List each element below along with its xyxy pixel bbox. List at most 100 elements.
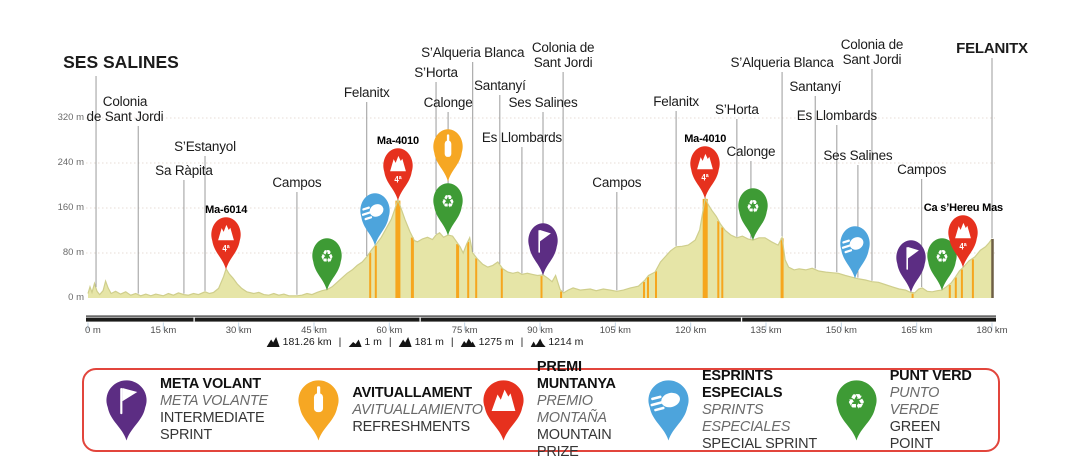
legend-label-spanish: AVITUALLAMIENTO xyxy=(352,401,483,418)
climb-stripe xyxy=(911,293,914,298)
climb-stripe xyxy=(780,238,784,299)
comet-pin-icon xyxy=(648,379,689,440)
x-axis-label: 30 km xyxy=(225,325,252,336)
climb-stripe xyxy=(647,277,649,298)
climb-stripe xyxy=(456,244,460,298)
climb-stripe xyxy=(540,276,543,298)
stat-value: 181.26 km xyxy=(282,336,332,348)
town-label: Campos xyxy=(272,175,322,190)
climb-label: Ma-6014 xyxy=(205,203,248,216)
stat-min-elevation: 1 m xyxy=(348,336,382,348)
x-axis-label: 0 m xyxy=(85,325,101,336)
x-axis-label: 150 km xyxy=(825,325,857,336)
climb-stripe xyxy=(971,259,974,299)
town-label: S’Horta xyxy=(414,65,458,80)
stat-total-ascent: 1275 m xyxy=(460,336,514,348)
refreshments-pin xyxy=(433,129,463,182)
svg-text:4ª: 4ª xyxy=(394,173,402,184)
town-label: Campos xyxy=(592,175,642,190)
legend-label-catalan: META VOLANT xyxy=(160,376,261,392)
axis-topline xyxy=(86,315,996,317)
axis-bar xyxy=(86,317,996,322)
y-axis-tick: 160 m xyxy=(57,202,84,213)
legend-label-catalan: AVITUALLAMENT xyxy=(352,384,472,401)
town-label: S’Estanyol xyxy=(174,139,236,154)
climb-stripe xyxy=(717,221,720,298)
x-axis-label: 180 km xyxy=(976,325,1008,336)
intermediate-sprint-pin xyxy=(895,240,926,293)
legend-label-english: MOUNTAIN PRIZE xyxy=(536,427,612,460)
x-axis-label: 165 km xyxy=(901,325,933,336)
stat-distance: 181.26 km xyxy=(266,336,332,348)
intermediate-sprint-pin xyxy=(528,223,558,276)
mountain-icon xyxy=(348,339,362,347)
stat-separator: | xyxy=(388,336,392,348)
climb-stripe xyxy=(721,227,724,298)
y-axis-tick: 0 m xyxy=(68,292,84,303)
legend-label-catalan: PREMI MUNTANYA xyxy=(536,359,616,392)
town-label: Calonge xyxy=(726,144,776,159)
svg-text:4ª: 4ª xyxy=(702,172,710,183)
town-label: Felanitx xyxy=(343,85,390,100)
bottle-pin-icon xyxy=(298,379,339,440)
stat-value: 181 m xyxy=(414,336,444,348)
route-stats: 181.26 km | 1 m | 181 m | 1275 m | 1214 … xyxy=(266,336,583,348)
climb-stripe xyxy=(655,271,657,298)
stat-total-descent: 1214 m xyxy=(530,336,583,348)
climb-stripe xyxy=(948,285,951,298)
comet-pin-icon xyxy=(648,379,689,441)
town-label: Colonia de Sant Jordi xyxy=(531,40,595,70)
stat-value: 1 m xyxy=(364,336,382,348)
legend-label-spanish: PUNTO VERDE xyxy=(889,384,940,418)
climb-stripe xyxy=(369,252,372,298)
special-sprint-pin xyxy=(840,226,871,279)
x-axis-label: 90 km xyxy=(527,325,553,336)
legend-label-catalan: PUNT VERD xyxy=(889,367,972,384)
x-axis-label: 45 km xyxy=(301,325,327,336)
green-point-pin: ♻︎ xyxy=(433,183,463,236)
stat-separator: | xyxy=(338,336,342,348)
flag-pin-icon xyxy=(106,379,147,440)
legend-label-english: SPECIAL SPRINT xyxy=(701,435,818,452)
legend-label-catalan: ESPRINTS ESPECIALS xyxy=(701,367,783,401)
legend-item-mountain-prize: PREMI MUNTANYA PREMIO MONTAÑA MOUNTAIN P… xyxy=(483,359,648,460)
legend-item-refreshments: AVITUALLAMENT AVITUALLAMIENTO REFRESHMEN… xyxy=(298,379,483,441)
svg-text:♻︎: ♻︎ xyxy=(847,389,865,413)
y-axis-tick: 80 m xyxy=(62,247,84,258)
legend-label-spanish: PREMIO MONTAÑA xyxy=(536,393,607,426)
mountain-prize-pin: 4ª xyxy=(211,217,241,270)
flag-pin-icon xyxy=(106,379,147,441)
town-label: Ses Salines xyxy=(823,148,893,163)
mountain-pin-icon xyxy=(483,379,524,440)
climb-label: Ma-4010 xyxy=(684,132,727,145)
legend-label-english: GREEN POINT xyxy=(889,418,941,452)
town-label: S’Alqueria Blanca xyxy=(730,55,834,70)
climb-stripe xyxy=(467,241,470,298)
legend-label-english: REFRESHMENTS xyxy=(352,418,471,435)
legend-label-spanish: META VOLANTE xyxy=(160,393,268,409)
stat-separator: | xyxy=(450,336,454,348)
legend-item-special-sprint: ESPRINTS ESPECIALS SPRINTS ESPECIALES SP… xyxy=(648,368,836,453)
svg-text:♻︎: ♻︎ xyxy=(935,247,948,267)
x-axis-label: 120 km xyxy=(675,325,707,336)
town-label: S’Horta xyxy=(715,102,759,117)
town-label: Es Llombards xyxy=(481,130,562,145)
town-label: Felanitx xyxy=(653,94,699,109)
town-label: Colonia de Sant Jordi xyxy=(840,37,904,67)
svg-text:♻︎: ♻︎ xyxy=(441,191,454,211)
town-label: Campos xyxy=(897,162,947,177)
legend-label-english: INTERMEDIATE SPRINT xyxy=(160,410,265,443)
climb-stripe xyxy=(500,268,503,298)
mountain-prize-pin: 4ª xyxy=(948,215,979,268)
special-sprint-pin xyxy=(360,193,390,246)
stat-max-elevation: 181 m xyxy=(398,336,444,348)
recycle-pin-icon: ♻︎ xyxy=(836,379,877,441)
y-axis-tick: 320 m xyxy=(57,112,84,123)
mountain-icon xyxy=(266,337,280,347)
town-label: S’Alqueria Blanca xyxy=(421,45,525,60)
x-axis-label: 15 km xyxy=(150,325,177,336)
climb-stripe xyxy=(702,198,708,298)
mountain-ascent-icon xyxy=(460,338,476,347)
x-axis-label: 105 km xyxy=(599,325,631,336)
